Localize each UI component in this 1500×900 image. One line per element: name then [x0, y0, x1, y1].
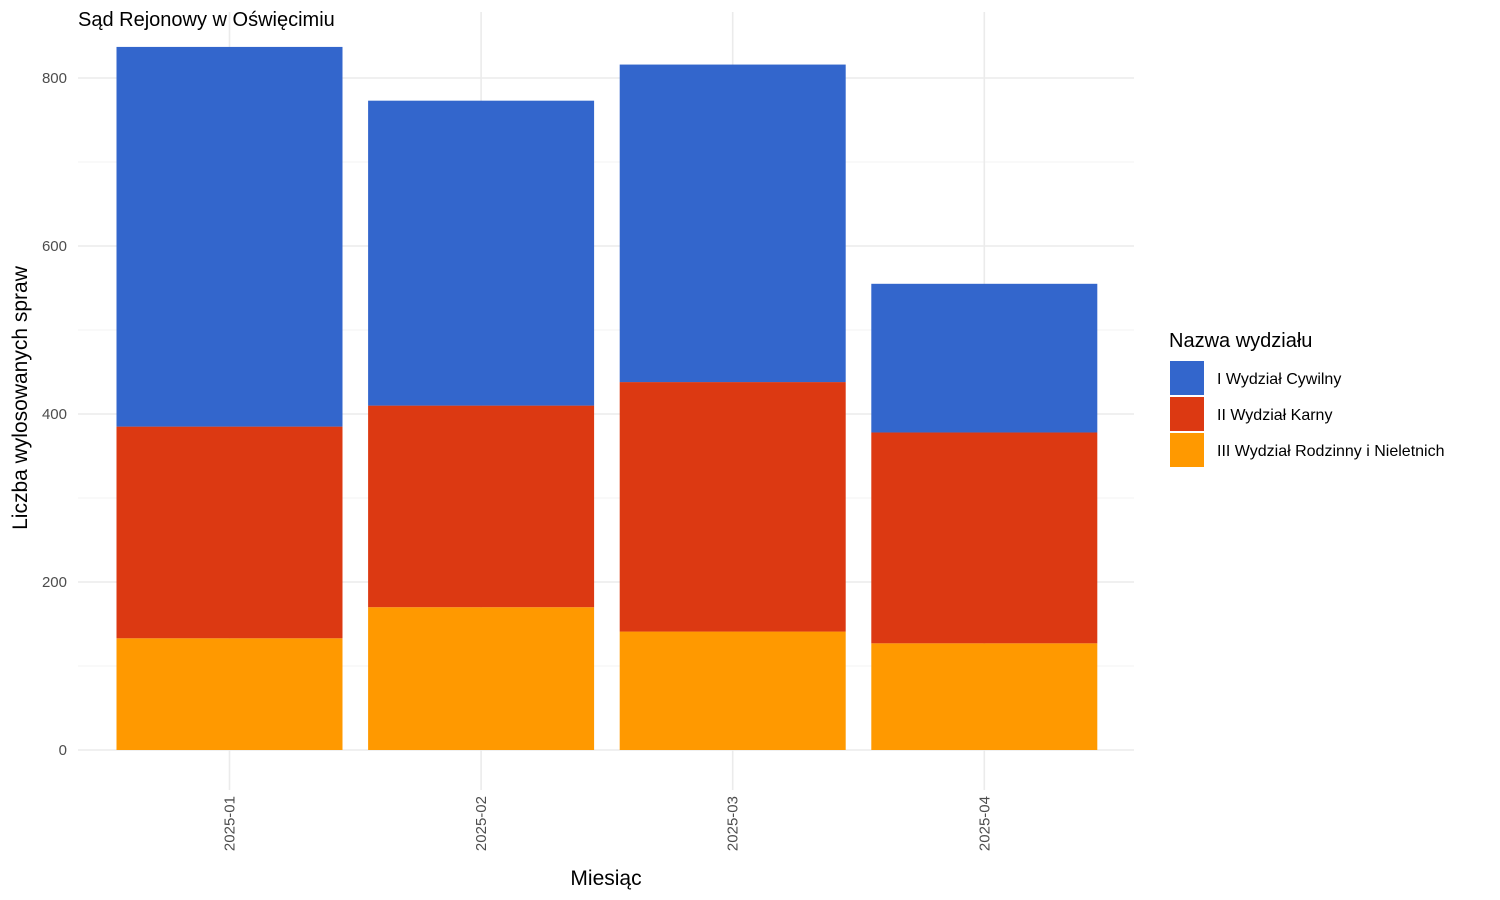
y-tick-label: 0	[59, 742, 67, 759]
x-axis: 2025-01 2025-02 2025-03 2025-04	[222, 796, 994, 851]
bar-segment	[116, 426, 343, 639]
y-tick-label: 200	[42, 574, 67, 591]
x-tick-label: 2025-02	[473, 796, 490, 851]
legend-key	[1170, 361, 1204, 395]
bar-segment	[871, 643, 1098, 750]
y-tick-label: 600	[42, 238, 67, 255]
y-axis-title: Liczba wylosowanych spraw	[9, 265, 32, 530]
legend-label: I Wydział Cywilny	[1217, 371, 1341, 388]
bar-segment	[619, 631, 846, 750]
bar-segment	[619, 64, 846, 383]
bar-segment	[116, 46, 343, 427]
y-axis: 0 200 400 600 800	[42, 70, 67, 759]
bar-segment	[368, 405, 595, 608]
x-tick-label: 2025-01	[222, 796, 239, 851]
chart-title: Sąd Rejonowy w Oświęcimiu	[78, 9, 335, 31]
bar-segment	[116, 638, 343, 750]
legend: Nazwa wydziału I Wydział Cywilny II Wydzi…	[1169, 330, 1445, 467]
x-axis-title: Miesiąc	[570, 867, 641, 890]
bar-segment	[368, 607, 595, 750]
legend-key	[1170, 433, 1204, 467]
legend-key	[1170, 397, 1204, 431]
legend-label: III Wydział Rodzinny i Nieletnich	[1217, 443, 1445, 460]
x-tick-label: 2025-04	[976, 796, 993, 851]
bar-segment	[871, 283, 1098, 433]
y-tick-label: 400	[42, 406, 67, 423]
legend-item: I Wydział Cywilny	[1170, 361, 1341, 395]
bar-segment	[871, 432, 1098, 644]
bar-segment	[368, 100, 595, 406]
legend-label: II Wydział Karny	[1217, 407, 1332, 424]
legend-items: I Wydział Cywilny II Wydział Karny III Wyd…	[1170, 361, 1445, 467]
bar-segment	[619, 382, 846, 632]
legend-title: Nazwa wydziału	[1169, 330, 1312, 352]
y-tick-label: 800	[42, 70, 67, 87]
bars	[116, 46, 1098, 750]
legend-item: III Wydział Rodzinny i Nieletnich	[1170, 433, 1445, 467]
legend-item: II Wydział Karny	[1170, 397, 1332, 431]
x-tick-label: 2025-03	[725, 796, 742, 851]
